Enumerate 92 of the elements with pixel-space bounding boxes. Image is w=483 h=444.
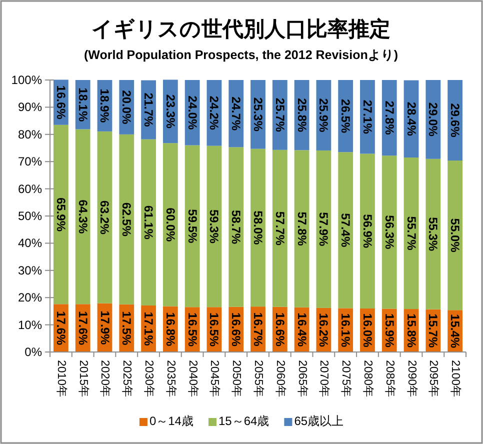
x-tick-label: 2015年 xyxy=(76,360,89,398)
data-label: 57.8% xyxy=(294,212,309,246)
legend-label: 0～14歳 xyxy=(149,414,194,428)
data-label: 17.9% xyxy=(98,310,112,345)
data-label: 16.5% xyxy=(207,312,222,347)
y-tick-label: 80% xyxy=(18,127,42,142)
data-label: 28.4% xyxy=(404,102,418,136)
data-label: 55.3% xyxy=(426,217,440,252)
data-label: 15.4% xyxy=(448,314,462,348)
data-label: 57.7% xyxy=(272,211,287,246)
data-label: 63.2% xyxy=(98,200,112,234)
x-tick-label: 2025年 xyxy=(120,360,133,398)
data-label: 25.7% xyxy=(272,98,287,132)
data-label: 16.7% xyxy=(251,312,265,346)
data-label: 16.6% xyxy=(229,312,244,346)
data-label: 15.7% xyxy=(426,314,440,348)
data-label: 16.8% xyxy=(163,312,178,346)
x-tick-label: 2060年 xyxy=(274,360,286,398)
data-label: 16.0% xyxy=(360,313,374,348)
x-tick-label: 2065年 xyxy=(296,360,308,398)
data-label: 25.8% xyxy=(294,98,309,132)
y-tick-label: 40% xyxy=(18,236,42,250)
data-label: 64.3% xyxy=(76,200,90,234)
subtitle: (World Population Prospects, the 2012 Revisionより) xyxy=(84,48,398,62)
data-label: 62.5% xyxy=(120,202,134,236)
data-label: 17.5% xyxy=(120,311,134,346)
data-label: 24.7% xyxy=(229,96,244,131)
x-tick-label: 2010年 xyxy=(54,360,67,398)
x-tick-label: 2020年 xyxy=(98,360,111,398)
data-label: 27.8% xyxy=(382,100,396,135)
data-label: 65.9% xyxy=(54,198,68,232)
data-label: 55.0% xyxy=(448,218,462,252)
data-label: 24.2% xyxy=(207,96,222,130)
data-label: 17.1% xyxy=(142,312,156,346)
data-label: 17.6% xyxy=(76,311,90,346)
data-label: 56.3% xyxy=(382,215,396,250)
data-label: 20.0% xyxy=(120,90,134,124)
data-label: 55.7% xyxy=(404,216,418,250)
legend-label: 65歳以上 xyxy=(294,414,344,428)
data-label: 25.9% xyxy=(316,98,331,132)
data-label: 16.6% xyxy=(272,312,287,346)
data-label: 15.9% xyxy=(382,313,396,348)
x-tick-label: 2070年 xyxy=(318,360,330,398)
data-label: 16.1% xyxy=(338,313,353,348)
y-tick-label: 60% xyxy=(18,182,42,196)
x-tick-label: 2085年 xyxy=(383,360,396,398)
data-label: 61.1% xyxy=(142,205,156,240)
data-label: 29.0% xyxy=(426,102,440,136)
data-label: 16.2% xyxy=(316,312,331,347)
x-tick-label: 2080年 xyxy=(361,360,374,398)
data-label: 59.5% xyxy=(185,209,200,244)
data-label: 23.3% xyxy=(163,94,178,128)
y-tick-label: 50% xyxy=(18,209,42,223)
data-label: 58.7% xyxy=(229,210,244,244)
x-tick-label: 2055年 xyxy=(252,360,264,398)
legend-label: 15～64歳 xyxy=(218,414,270,428)
data-label: 25.3% xyxy=(251,97,265,132)
data-label: 18.1% xyxy=(76,88,90,122)
data-label: 16.5% xyxy=(185,312,200,347)
x-tick-label: 2095年 xyxy=(427,360,440,398)
data-label: 21.7% xyxy=(142,92,156,127)
data-label: 57.9% xyxy=(316,212,331,246)
y-tick-label: 70% xyxy=(18,154,42,169)
data-label: 27.1% xyxy=(360,100,374,134)
x-tick-label: 2100年 xyxy=(449,360,462,398)
x-tick-label: 2030年 xyxy=(142,360,155,398)
title: イギリスの世代別人口比率推定 xyxy=(92,18,390,41)
x-tick-label: 2050年 xyxy=(230,360,242,398)
data-label: 57.4% xyxy=(338,213,353,248)
y-tick-label: 0% xyxy=(24,345,42,359)
y-tick-label: 20% xyxy=(18,290,42,305)
x-tick-label: 2045年 xyxy=(208,360,220,398)
data-label: 16.6% xyxy=(54,85,68,120)
data-label: 17.6% xyxy=(54,311,68,346)
data-label: 18.9% xyxy=(98,88,112,123)
data-label: 59.3% xyxy=(207,209,222,244)
y-tick-label: 100% xyxy=(11,73,42,87)
data-label: 60.0% xyxy=(163,208,178,242)
data-label: 29.6% xyxy=(448,103,462,138)
x-tick-label: 2090年 xyxy=(405,360,418,398)
data-label: 24.0% xyxy=(185,96,200,130)
x-tick-label: 2035年 xyxy=(164,360,176,398)
data-label: 26.5% xyxy=(338,99,353,134)
y-tick-label: 10% xyxy=(18,318,42,332)
data-label: 16.4% xyxy=(294,312,309,347)
y-tick-label: 90% xyxy=(18,100,42,114)
y-tick-label: 30% xyxy=(18,263,42,278)
data-label: 15.8% xyxy=(404,314,418,348)
data-label: 58.0% xyxy=(251,210,265,245)
data-label: 56.9% xyxy=(360,214,374,248)
x-tick-label: 2040年 xyxy=(186,360,198,398)
x-tick-label: 2075年 xyxy=(340,360,352,398)
